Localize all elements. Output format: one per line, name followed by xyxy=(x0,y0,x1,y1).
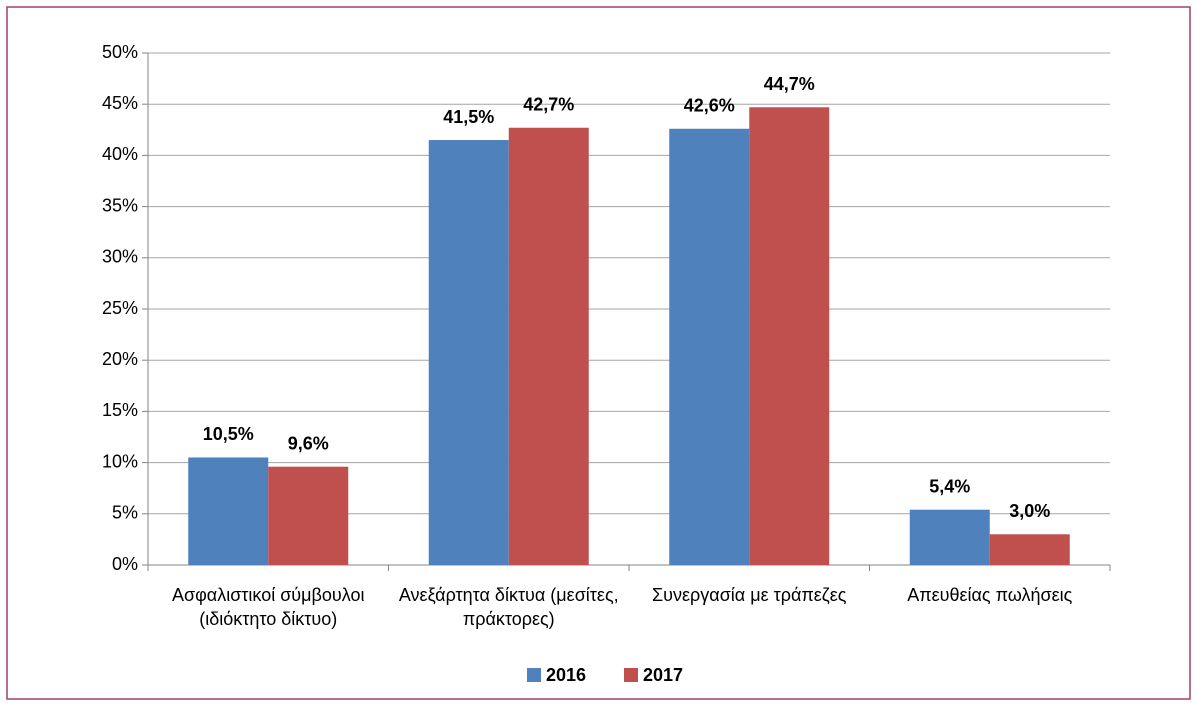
bar xyxy=(669,128,750,565)
value-label: 3,0% xyxy=(1009,501,1050,521)
y-tick-label: 50% xyxy=(102,42,138,62)
bar xyxy=(749,107,830,565)
bar xyxy=(909,509,990,565)
x-tick-label: Ανεξάρτητα δίκτυα (μεσίτες, πράκτορες) xyxy=(398,585,619,629)
x-tick-label: Ασφαλιστικοί σύμβουλοι (ιδιόκτητο δίκτυο… xyxy=(172,585,365,629)
y-tick-label: 25% xyxy=(102,298,138,318)
value-label: 41,5% xyxy=(443,107,494,127)
value-label: 9,6% xyxy=(288,433,329,453)
x-tick-label: Απευθείας πωλήσεις xyxy=(907,585,1073,605)
y-tick-label: 0% xyxy=(112,554,138,574)
bar xyxy=(508,127,589,565)
bar xyxy=(268,466,349,565)
y-tick-label: 15% xyxy=(102,400,138,420)
chart-frame xyxy=(6,6,1191,700)
legend-swatch xyxy=(624,668,638,682)
y-tick-label: 45% xyxy=(102,93,138,113)
value-label: 42,7% xyxy=(523,95,574,115)
legend-label: 2016 xyxy=(546,665,586,685)
y-tick-label: 10% xyxy=(102,451,138,471)
legend-swatch xyxy=(527,668,541,682)
value-label: 44,7% xyxy=(764,74,815,94)
y-tick-label: 40% xyxy=(102,144,138,164)
y-tick-label: 5% xyxy=(112,503,138,523)
bar xyxy=(188,457,269,565)
legend-label: 2017 xyxy=(643,665,683,685)
x-tick-label: Συνεργασία με τράπεζες xyxy=(652,585,847,605)
y-tick-label: 20% xyxy=(102,349,138,369)
y-tick-label: 30% xyxy=(102,247,138,267)
bar xyxy=(989,534,1070,565)
value-label: 5,4% xyxy=(929,476,970,496)
y-tick-label: 35% xyxy=(102,195,138,215)
value-label: 42,6% xyxy=(684,96,735,116)
value-label: 10,5% xyxy=(203,424,254,444)
bar xyxy=(428,140,509,566)
